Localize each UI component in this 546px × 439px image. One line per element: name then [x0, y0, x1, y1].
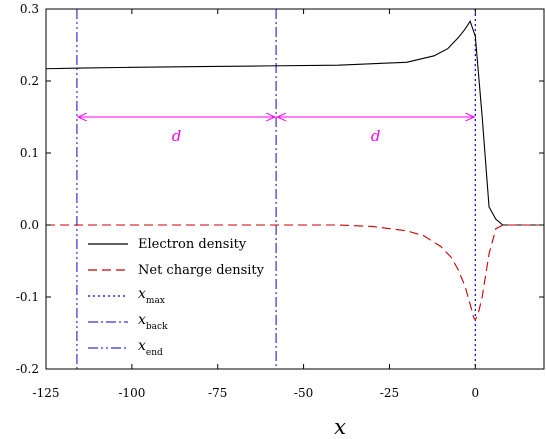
x-tick-label: 0: [471, 386, 479, 400]
annotation-label-1: d: [172, 127, 182, 145]
series-net-charge-density-line: [46, 224, 544, 322]
legend: Electron density Net charge density xmax xb…: [88, 237, 265, 358]
y-tick-label: 0.2: [20, 74, 39, 88]
x-tick-label: -75: [208, 386, 227, 400]
y-tick-label: -0.2: [16, 362, 39, 376]
legend-label: Electron density: [138, 237, 247, 252]
axes: -125 -100 -75 -50 -25 0 -0.2 -0.1 0.0 0.1 0.2 0.3: [16, 2, 545, 400]
plot-frame: [45, 8, 545, 370]
x-tick-label: -25: [380, 386, 399, 400]
x-tick-label: -50: [294, 386, 313, 400]
y-tick-label: -0.1: [16, 290, 39, 304]
series-electron-density-line: [46, 19, 544, 226]
legend-label: xend: [138, 338, 163, 358]
legend-label: xmax: [138, 286, 165, 306]
annotation-label-2: d: [371, 127, 381, 145]
x-axis-title: x: [334, 415, 346, 439]
y-tick-label: 0.1: [20, 146, 39, 160]
legend-label: xback: [138, 312, 168, 332]
y-tick-label: 0.0: [20, 218, 39, 232]
legend-label: Net charge density: [138, 263, 265, 278]
x-tick-label: -100: [118, 386, 145, 400]
x-tick-label: -125: [33, 386, 60, 400]
y-tick-label: 0.3: [20, 2, 39, 16]
